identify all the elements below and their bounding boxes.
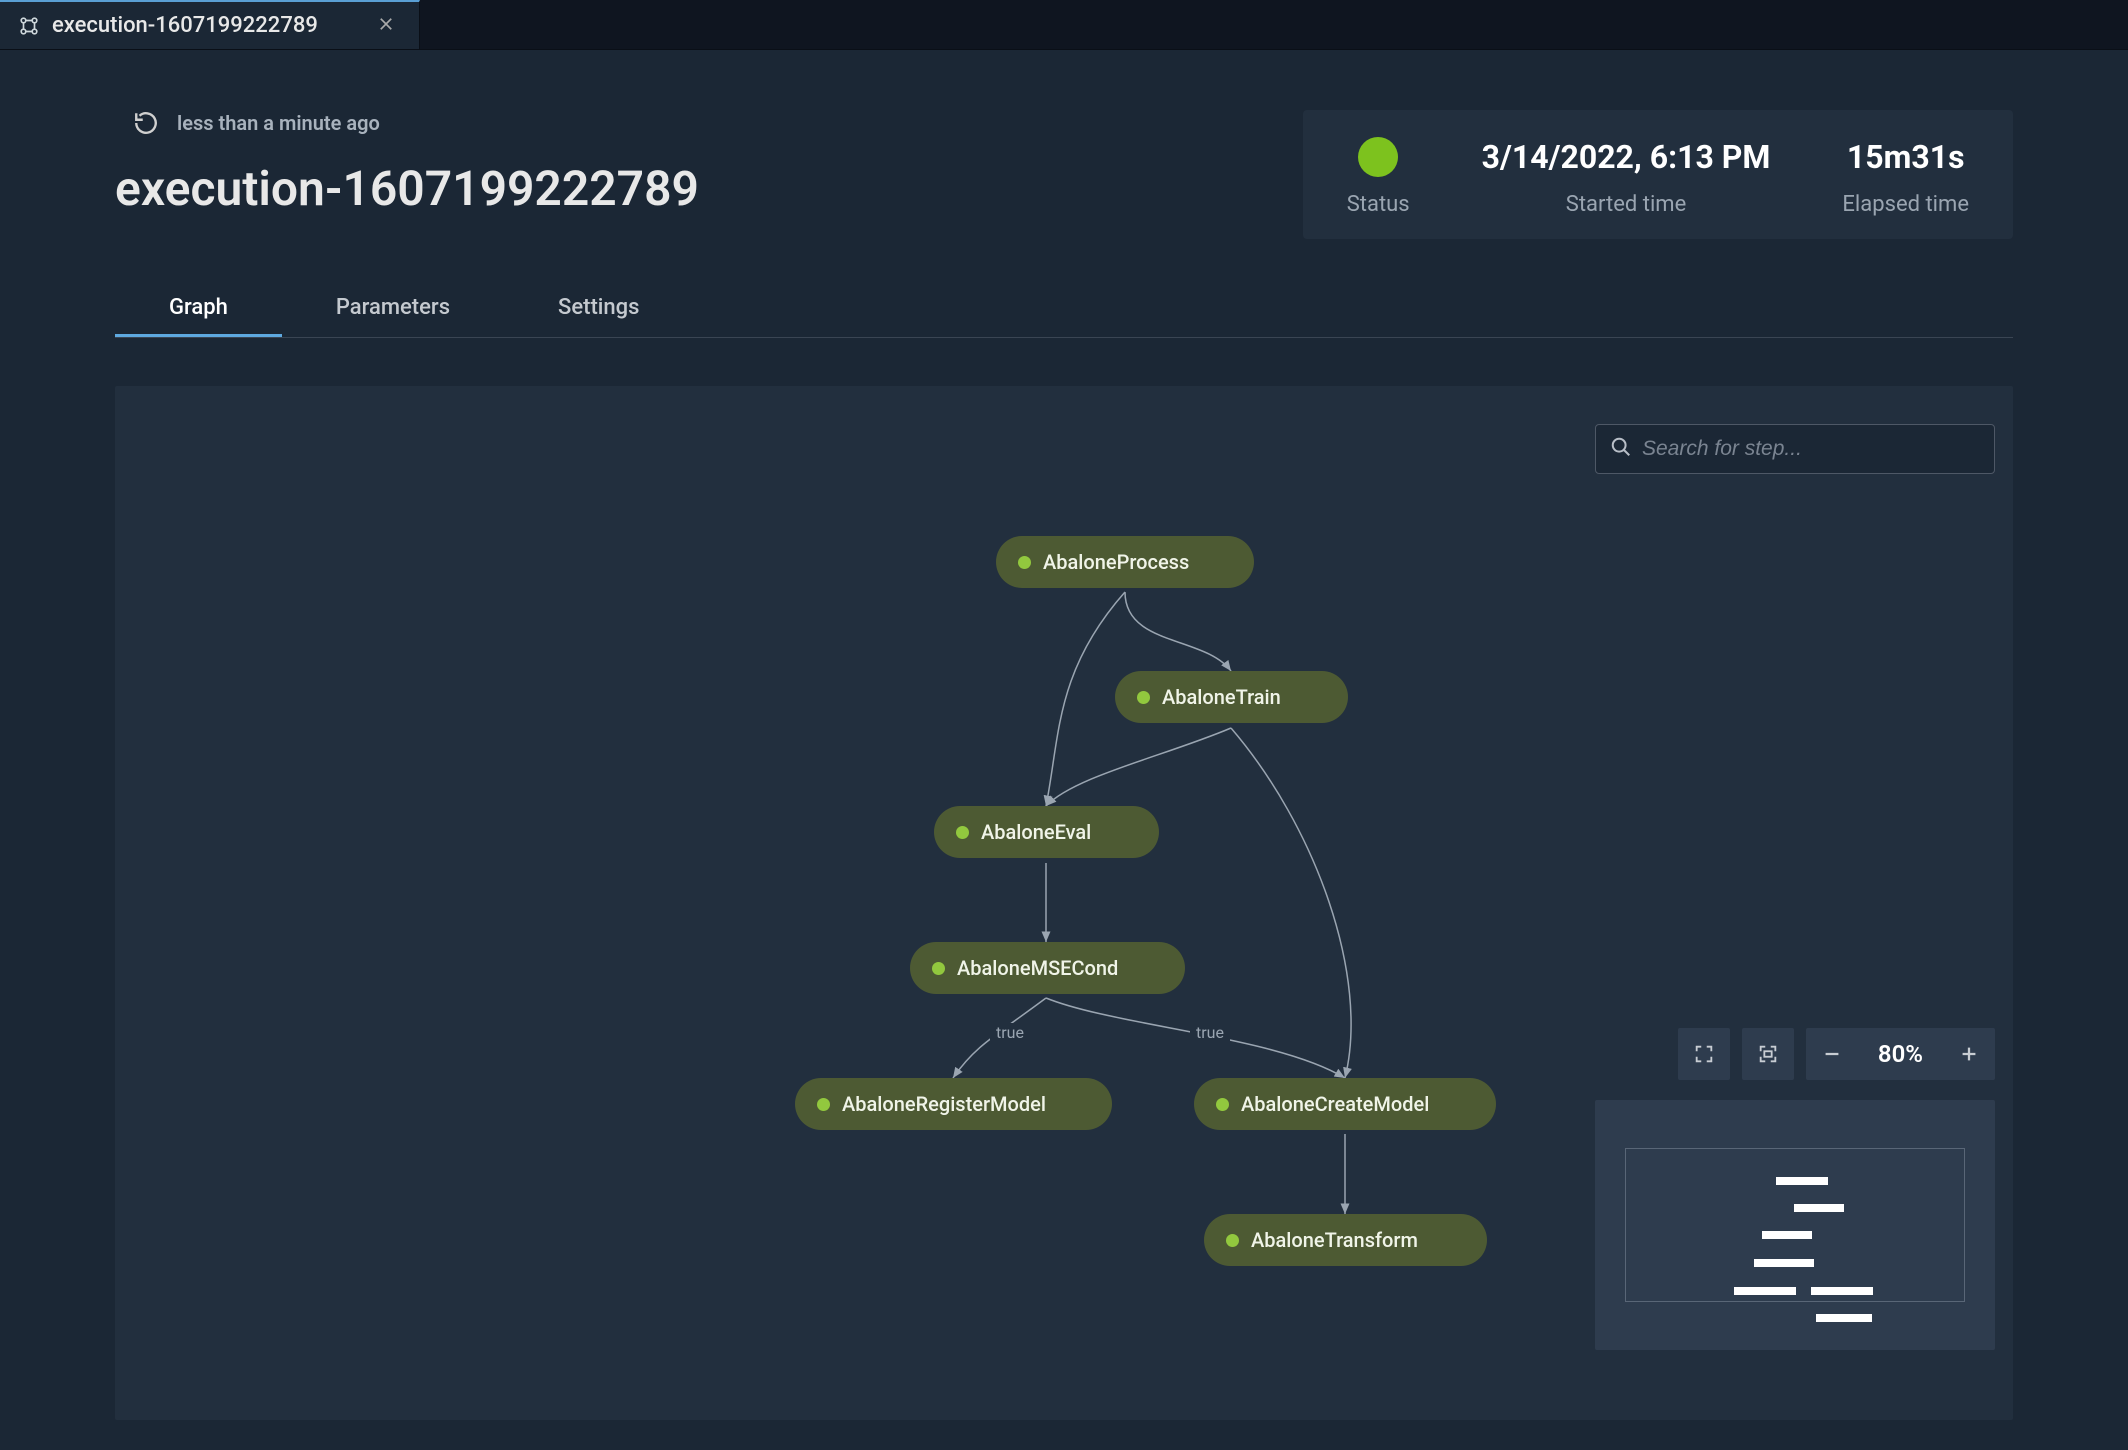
graph-node-create[interactable]: AbaloneCreateModel (1194, 1078, 1496, 1130)
node-status-dot (1137, 691, 1150, 704)
nav-tabs: GraphParametersSettings (115, 281, 2013, 338)
node-label: AbaloneEval (981, 820, 1091, 844)
tab-title: execution-1607199222789 (52, 13, 318, 38)
node-status-dot (1216, 1098, 1229, 1111)
graph-node-transform[interactable]: AbaloneTransform (1204, 1214, 1487, 1266)
pipeline-icon (18, 15, 40, 37)
graph-node-eval[interactable]: AbaloneEval (934, 806, 1159, 858)
status-col-status: Status (1347, 138, 1410, 217)
minimap[interactable] (1595, 1100, 1995, 1350)
active-tab[interactable]: execution-1607199222789 (0, 0, 420, 49)
node-status-dot (1018, 556, 1031, 569)
started-time-label: Started time (1566, 192, 1686, 217)
status-card: Status 3/14/2022, 6:13 PM Started time 1… (1303, 110, 2013, 239)
tab-graph[interactable]: Graph (115, 281, 282, 337)
refresh-row: less than a minute ago (133, 110, 1303, 136)
tab-parameters[interactable]: Parameters (282, 281, 504, 337)
refresh-icon[interactable] (133, 110, 159, 136)
node-status-dot (956, 826, 969, 839)
node-status-dot (1226, 1234, 1239, 1247)
search-icon (1610, 436, 1632, 462)
close-icon[interactable] (373, 10, 399, 42)
minimap-node (1811, 1287, 1873, 1295)
tab-settings[interactable]: Settings (504, 281, 693, 337)
node-label: AbaloneMSECond (957, 956, 1118, 980)
tab-bar: execution-1607199222789 (0, 0, 2128, 50)
minimap-node (1776, 1177, 1828, 1185)
node-label: AbaloneTransform (1251, 1228, 1418, 1252)
graph-node-process[interactable]: AbaloneProcess (996, 536, 1254, 588)
fullscreen-button[interactable] (1678, 1028, 1730, 1080)
page-title: execution-1607199222789 (115, 160, 1303, 217)
status-indicator (1358, 137, 1398, 177)
status-col-started: 3/14/2022, 6:13 PM Started time (1482, 138, 1771, 217)
search-input[interactable] (1642, 437, 1980, 461)
status-label: Status (1347, 192, 1410, 217)
minimap-node (1762, 1231, 1812, 1239)
minimap-node (1816, 1314, 1872, 1322)
edge-label: true (990, 1023, 1030, 1042)
graph-canvas[interactable]: 80% AbaloneProcess AbaloneTrain AbaloneEva… (115, 386, 2013, 1420)
main-content: less than a minute ago execution-1607199… (0, 50, 2128, 1450)
node-label: AbaloneCreateModel (1241, 1092, 1429, 1116)
graph-node-register[interactable]: AbaloneRegisterModel (795, 1078, 1112, 1130)
minimap-node (1734, 1287, 1796, 1295)
graph-node-msecond[interactable]: AbaloneMSECond (910, 942, 1185, 994)
status-col-elapsed: 15m31s Elapsed time (1842, 138, 1969, 217)
graph-node-train[interactable]: AbaloneTrain (1115, 671, 1348, 723)
edge-label: true (1190, 1023, 1230, 1042)
node-label: AbaloneProcess (1043, 550, 1189, 574)
started-time-value: 3/14/2022, 6:13 PM (1482, 138, 1771, 176)
node-status-dot (817, 1098, 830, 1111)
fit-button[interactable] (1742, 1028, 1794, 1080)
minimap-node (1754, 1259, 1814, 1267)
zoom-level: 80% (1858, 1028, 1943, 1080)
zoom-out-button[interactable] (1806, 1028, 1858, 1080)
elapsed-time-label: Elapsed time (1842, 192, 1969, 217)
refresh-text: less than a minute ago (177, 111, 380, 135)
graph-controls: 80% (1595, 1028, 1995, 1350)
node-label: AbaloneRegisterModel (842, 1092, 1046, 1116)
zoom-controls: 80% (1678, 1028, 1995, 1080)
search-box (1595, 424, 1995, 474)
zoom-in-button[interactable] (1943, 1028, 1995, 1080)
elapsed-time-value: 15m31s (1847, 138, 1965, 176)
minimap-node (1794, 1204, 1844, 1212)
node-label: AbaloneTrain (1162, 685, 1281, 709)
node-status-dot (932, 962, 945, 975)
header-row: less than a minute ago execution-1607199… (115, 110, 2013, 239)
